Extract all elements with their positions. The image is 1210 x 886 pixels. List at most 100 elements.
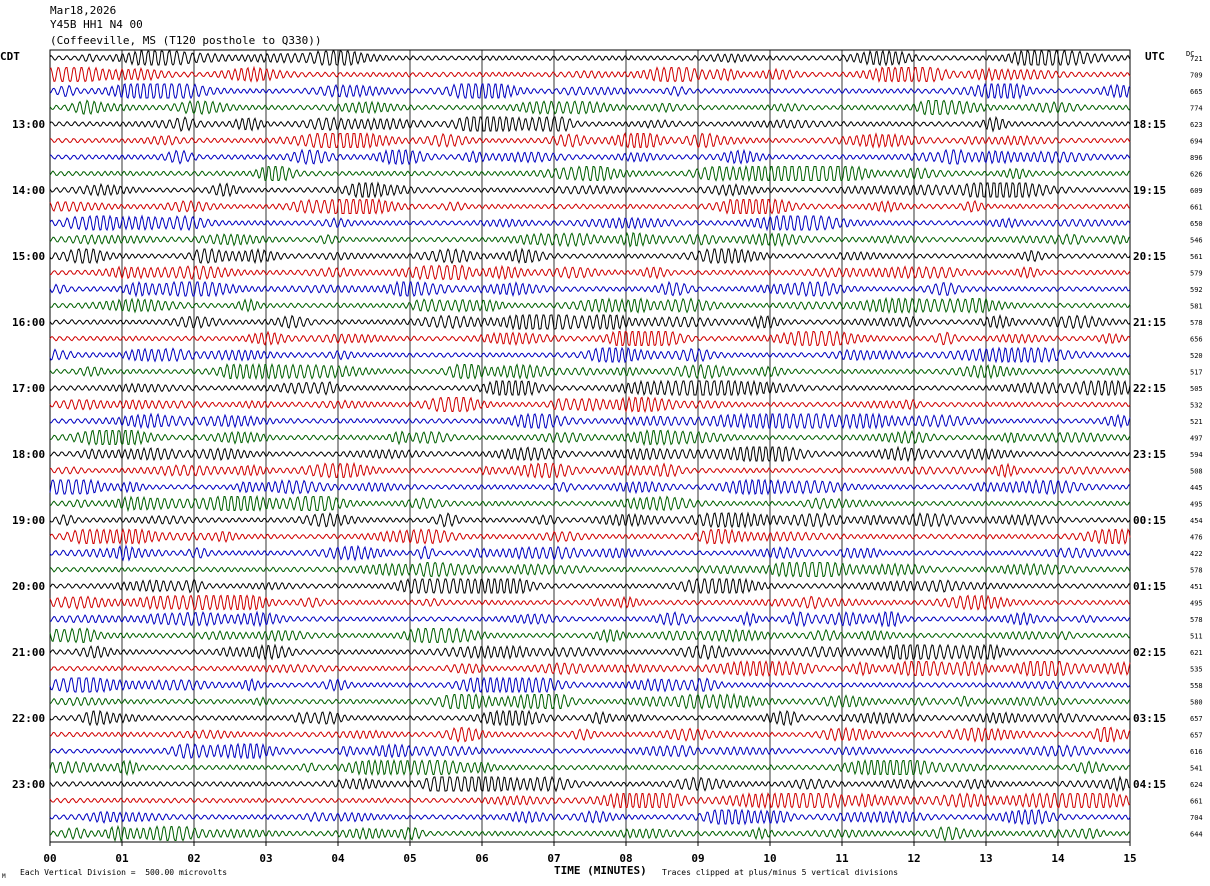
trace-line bbox=[49, 461, 1131, 479]
trace-line bbox=[49, 561, 1131, 578]
dc-offset-value: 594 bbox=[1190, 451, 1203, 459]
x-axis-title: TIME (MINUTES) bbox=[554, 864, 647, 877]
trace-line bbox=[49, 775, 1131, 793]
date-label: Mar18,2026 bbox=[50, 4, 117, 17]
dc-offset-value: 546 bbox=[1190, 237, 1203, 245]
trace-line bbox=[49, 676, 1131, 694]
dc-offset-value: 578 bbox=[1190, 319, 1203, 327]
trace-line bbox=[49, 643, 1131, 661]
dc-offset-value: 592 bbox=[1190, 286, 1203, 294]
dc-offset-value: 665 bbox=[1190, 88, 1203, 96]
dc-offset-value: 445 bbox=[1190, 484, 1203, 492]
x-tick-label: 00 bbox=[43, 852, 56, 865]
dc-offset-value: 508 bbox=[1190, 468, 1203, 476]
trace-line bbox=[49, 758, 1131, 777]
left-time-label: 15:00 bbox=[12, 250, 45, 263]
trace-line bbox=[49, 231, 1131, 248]
x-tick-label: 01 bbox=[115, 852, 129, 865]
dc-offset-value: 626 bbox=[1190, 171, 1203, 179]
x-tick-label: 12 bbox=[907, 852, 920, 865]
trace-line bbox=[49, 362, 1131, 381]
dc-offset-value: 896 bbox=[1190, 154, 1203, 162]
left-time-label: 21:00 bbox=[12, 646, 45, 659]
trace-line bbox=[49, 197, 1131, 215]
trace-line bbox=[49, 412, 1131, 430]
trace-line bbox=[49, 824, 1131, 843]
trace-line bbox=[49, 808, 1131, 826]
trace-line bbox=[49, 214, 1131, 232]
dc-offset-value: 644 bbox=[1190, 831, 1203, 839]
trace-line bbox=[49, 313, 1131, 331]
trace-line bbox=[49, 726, 1131, 743]
dc-offset-value: 451 bbox=[1190, 583, 1203, 591]
dc-offset-value: 721 bbox=[1190, 55, 1203, 63]
dc-offset-value: 579 bbox=[1190, 270, 1203, 278]
trace-line bbox=[49, 65, 1131, 83]
dc-offset-value: 532 bbox=[1190, 402, 1203, 410]
dc-offset-value: 578 bbox=[1190, 567, 1203, 575]
dc-offset-value: 694 bbox=[1190, 138, 1203, 146]
station-location: (Coffeeville, MS (T120 posthole to Q330)… bbox=[50, 34, 322, 47]
dc-offset-value: 521 bbox=[1190, 418, 1203, 426]
trace-line bbox=[49, 610, 1131, 628]
left-time-label: 22:00 bbox=[12, 712, 45, 725]
trace-line bbox=[49, 494, 1131, 513]
trace-line bbox=[49, 660, 1131, 677]
dc-offset-value: 561 bbox=[1190, 253, 1203, 261]
right-time-label: 22:15 bbox=[1133, 382, 1166, 395]
dc-offset-value: 535 bbox=[1190, 666, 1203, 674]
dc-offset-value: 541 bbox=[1190, 765, 1203, 773]
right-time-label: 23:15 bbox=[1133, 448, 1166, 461]
dc-offset-value: 624 bbox=[1190, 781, 1203, 789]
trace-line bbox=[49, 627, 1131, 644]
dc-offset-value: 616 bbox=[1190, 748, 1203, 756]
left-time-label: 17:00 bbox=[12, 382, 45, 395]
trace-line bbox=[49, 330, 1131, 347]
trace-line bbox=[49, 296, 1131, 315]
trace-line bbox=[49, 280, 1131, 298]
dc-offset-value: 704 bbox=[1190, 814, 1203, 822]
x-tick-label: 08 bbox=[619, 852, 632, 865]
left-time-label: 23:00 bbox=[12, 778, 45, 791]
trace-line bbox=[49, 346, 1131, 364]
trace-line bbox=[49, 115, 1131, 133]
x-tick-label: 11 bbox=[835, 852, 849, 865]
right-timezone-label: UTC bbox=[1145, 50, 1165, 63]
x-tick-label: 09 bbox=[691, 852, 704, 865]
dc-offset-value: 454 bbox=[1190, 517, 1203, 525]
dc-offset-value: 511 bbox=[1190, 633, 1203, 641]
x-tick-label: 14 bbox=[1051, 852, 1065, 865]
right-time-label: 04:15 bbox=[1133, 778, 1166, 791]
dc-offset-value: 422 bbox=[1190, 550, 1203, 558]
plot-frame bbox=[49, 49, 1131, 843]
x-tick-label: 04 bbox=[331, 852, 345, 865]
dc-offset-value: 657 bbox=[1190, 732, 1203, 740]
dc-offset-value: 495 bbox=[1190, 501, 1203, 509]
trace-line bbox=[49, 742, 1131, 760]
trace-line bbox=[50, 429, 1131, 447]
dc-offset-value: 580 bbox=[1190, 699, 1203, 707]
dc-offset-value: 621 bbox=[1190, 649, 1203, 657]
right-time-label: 00:15 bbox=[1133, 514, 1166, 527]
dc-offset-value: 495 bbox=[1190, 600, 1203, 608]
x-tick-label: 03 bbox=[259, 852, 272, 865]
trace-line bbox=[49, 445, 1131, 463]
dc-offset-value: 709 bbox=[1190, 72, 1203, 80]
dc-offset-value: 476 bbox=[1190, 534, 1203, 542]
right-time-label: 20:15 bbox=[1133, 250, 1166, 263]
channel-label: Y45B HH1 N4 00 bbox=[50, 18, 143, 31]
dc-offset-value: 656 bbox=[1190, 336, 1203, 344]
dc-offset-value: 520 bbox=[1190, 352, 1203, 360]
dc-offset-value: 609 bbox=[1190, 187, 1203, 195]
left-time-label: 14:00 bbox=[12, 184, 45, 197]
trace-line bbox=[49, 181, 1131, 199]
trace-line bbox=[49, 247, 1131, 265]
x-tick-label: 10 bbox=[763, 852, 776, 865]
dc-offset-value: 558 bbox=[1190, 682, 1203, 690]
x-tick-label: 13 bbox=[979, 852, 992, 865]
trace-line bbox=[49, 511, 1131, 529]
x-tick-label: 02 bbox=[187, 852, 200, 865]
dc-offset-value: 774 bbox=[1190, 105, 1203, 113]
trace-line bbox=[49, 792, 1131, 810]
